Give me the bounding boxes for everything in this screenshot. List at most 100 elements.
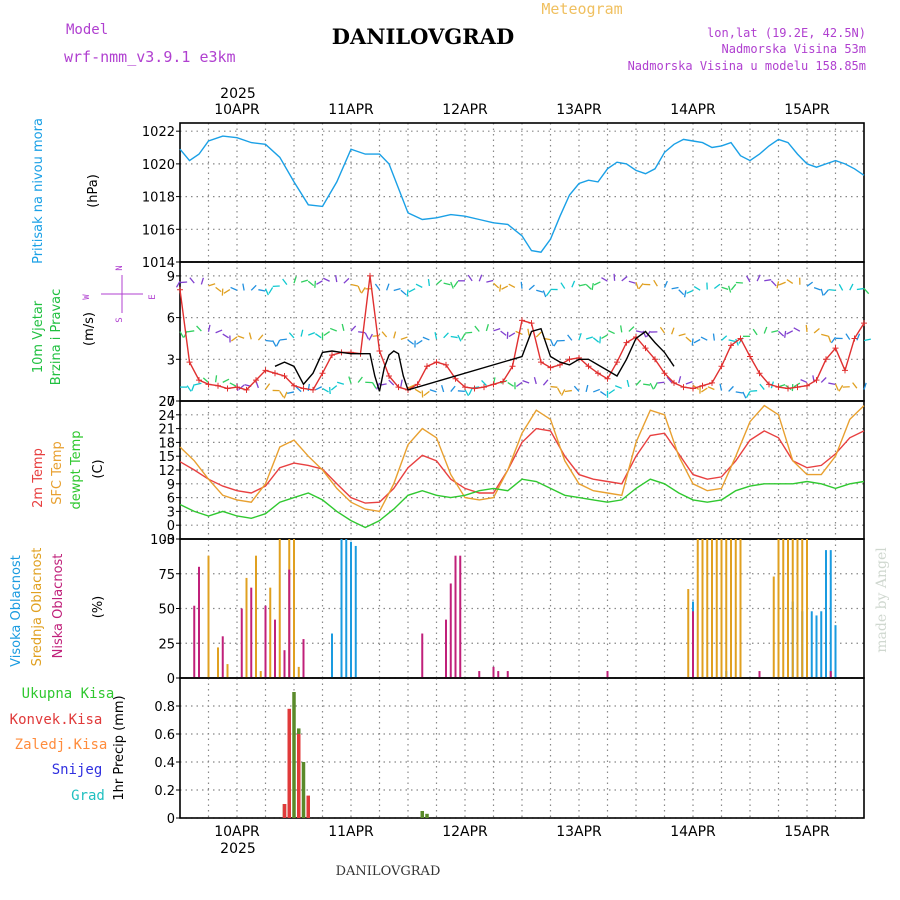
wind-barb — [357, 285, 362, 293]
wind-barb — [348, 376, 352, 384]
wind-barb — [293, 276, 297, 284]
wind-barb — [208, 283, 216, 287]
wind-barb — [545, 289, 552, 297]
wind-barb — [407, 384, 415, 389]
wind-point — [186, 359, 193, 366]
wind-point — [823, 356, 829, 363]
wind-barb — [542, 379, 549, 386]
y-tick-label: 12 — [158, 464, 175, 479]
wind-barb — [501, 285, 509, 290]
top-year-label: 2025 — [220, 86, 256, 102]
y-tick-label: 100 — [150, 533, 175, 548]
y-tick-label: 0.8 — [154, 700, 175, 715]
wind-barb — [406, 289, 409, 297]
wind-barb — [834, 383, 839, 391]
wind-point — [205, 381, 212, 388]
wind-barb — [813, 327, 820, 334]
panel-frame — [179, 122, 865, 263]
bar-clouds — [772, 576, 775, 678]
wind-barb — [279, 390, 285, 398]
wind-barb — [856, 287, 864, 291]
wind-barb — [242, 283, 245, 291]
wind-barb — [283, 391, 288, 399]
wind-point — [671, 379, 677, 386]
wind-point — [813, 377, 820, 384]
wind-barb — [643, 383, 651, 386]
bar-clouds — [293, 539, 295, 678]
wind-barb — [522, 380, 530, 384]
bar-clouds — [777, 539, 780, 678]
y-tick-label: 0.6 — [154, 728, 175, 743]
wind-barb — [400, 336, 408, 341]
bar-clouds — [449, 583, 452, 678]
compass-e: E — [148, 294, 158, 299]
wind-barb — [323, 277, 330, 282]
wind-barb — [279, 338, 287, 341]
wind-barb — [593, 281, 601, 286]
bar-clouds — [739, 539, 742, 678]
bar-precip — [282, 804, 287, 818]
wind-barb — [764, 279, 772, 282]
wind-barb — [707, 386, 715, 391]
wind-point — [652, 356, 658, 363]
wind-barb — [599, 336, 602, 344]
wind-point — [481, 384, 487, 391]
wind-barb — [567, 334, 573, 341]
wind-barb — [287, 391, 295, 395]
model-name: wrf-nmm_v3.9.1 e3km — [64, 48, 236, 66]
legend-total-rain: Ukupna Kisa — [22, 686, 115, 702]
pressure-ylabel: Pritisak na nivou mora — [31, 118, 46, 264]
bar-clouds — [787, 539, 789, 678]
wind-barb — [457, 390, 465, 393]
wind-point — [566, 356, 573, 363]
bar-precip — [306, 795, 310, 818]
wind-barb — [585, 283, 592, 290]
wind-barb — [408, 288, 416, 293]
wind-point — [709, 379, 715, 386]
cloud-ylabel-low: Niska Oblacnost — [51, 554, 66, 659]
wind-point — [832, 345, 839, 352]
bar-precip — [420, 811, 424, 818]
bar-clouds — [193, 605, 196, 678]
wind-barb — [265, 339, 273, 342]
wind-barb — [557, 387, 562, 395]
bar-clouds — [734, 539, 737, 678]
cloud-unit: (%) — [91, 596, 106, 619]
wind-point — [462, 384, 468, 391]
series-line-pressure — [179, 135, 865, 253]
wind-point — [557, 361, 563, 368]
wind-barb — [229, 382, 237, 387]
wind-point — [519, 317, 525, 324]
wind-barb — [763, 326, 768, 334]
wind-barb — [214, 375, 218, 383]
wind-barb — [778, 330, 785, 337]
bottom-year-label: 2025 — [220, 841, 256, 857]
wind-barb — [784, 330, 787, 338]
wind-barb — [691, 338, 694, 346]
bar-clouds — [701, 539, 704, 678]
wind-barb — [686, 289, 694, 294]
wind-point — [785, 385, 791, 392]
bar-clouds — [506, 671, 509, 678]
wind-barb — [838, 384, 844, 392]
bar-clouds — [302, 639, 305, 678]
wind-barb — [852, 382, 858, 389]
wind-barb — [863, 382, 867, 390]
y-tick-label: 1014 — [142, 256, 175, 271]
bar-clouds — [259, 671, 262, 678]
wind-point — [766, 381, 772, 388]
wind-barb — [721, 335, 728, 341]
wind-barb — [820, 288, 824, 296]
wind-barb — [441, 385, 445, 393]
wind-point — [690, 385, 696, 392]
wind-barb — [793, 382, 801, 388]
bar-clouds — [606, 671, 609, 678]
wind-barb — [450, 385, 456, 392]
wind-barb — [635, 379, 642, 386]
wind-barb — [745, 275, 751, 283]
bar-clouds — [730, 539, 732, 678]
wind-barb — [508, 332, 516, 338]
bar-clouds — [221, 636, 224, 678]
wind-barb — [187, 330, 195, 333]
wind-point — [737, 335, 744, 342]
